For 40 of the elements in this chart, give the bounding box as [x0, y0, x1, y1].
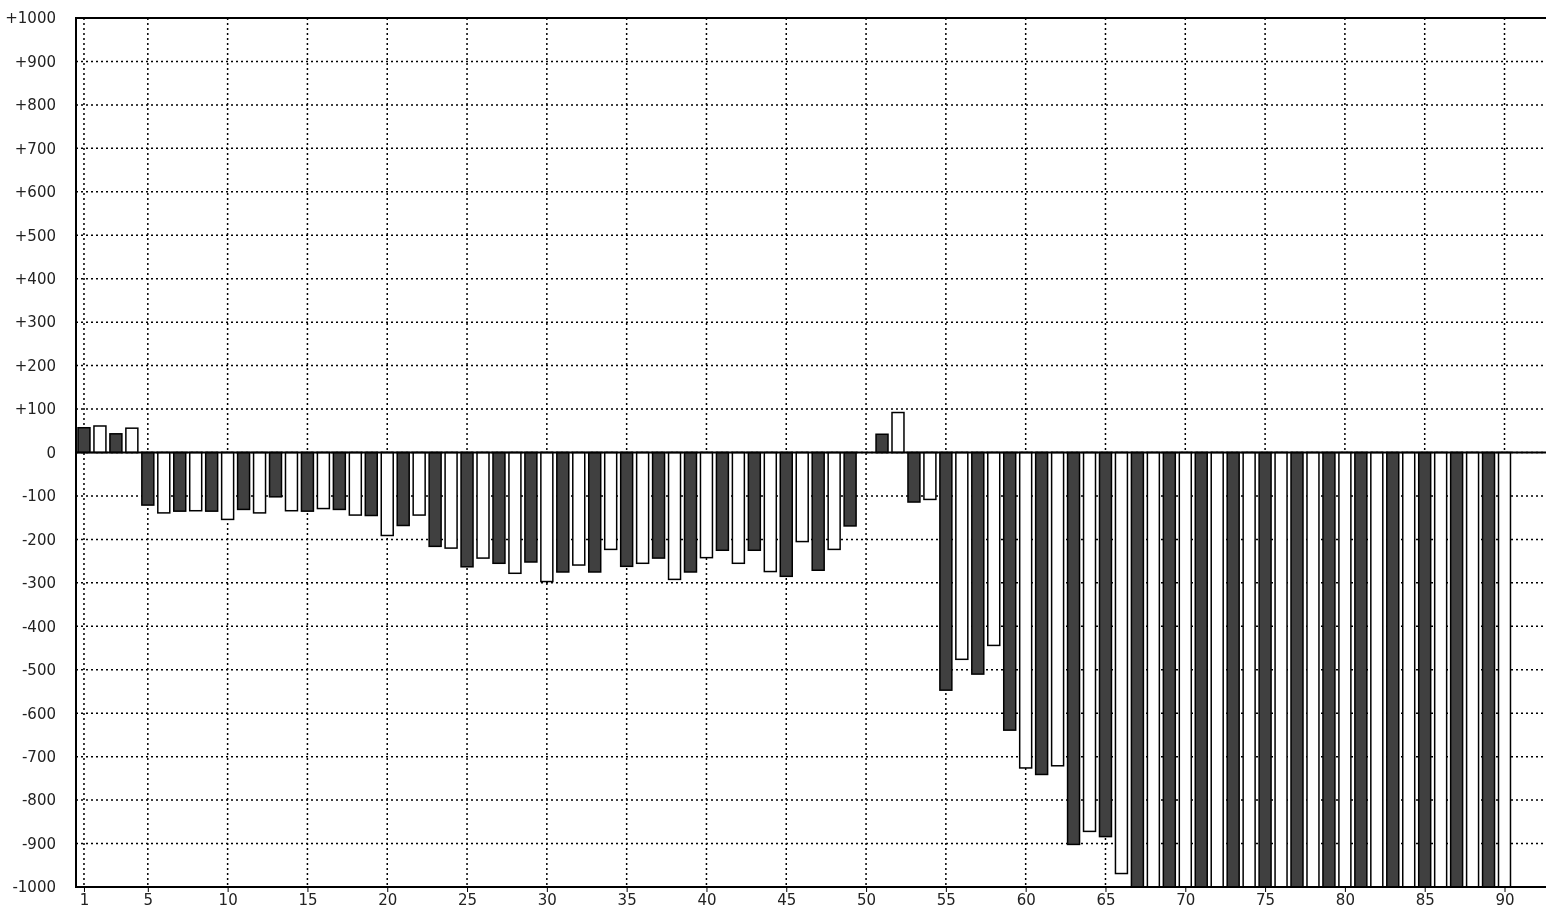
y-tick-label: -400: [21, 617, 56, 636]
y-tick-label: +200: [14, 356, 56, 375]
x-tick-label: 40: [697, 890, 717, 909]
y-tick-label: +700: [14, 139, 56, 158]
x-tick-label: 60: [1016, 890, 1036, 909]
x-tick-label: 20: [378, 890, 398, 909]
x-tick-label: 75: [1256, 890, 1276, 909]
y-tick-label: -600: [21, 704, 56, 723]
x-tick-label: 50: [857, 890, 877, 909]
y-tick-label: -800: [21, 791, 56, 810]
y-tick-label: -500: [21, 661, 56, 680]
y-tick-label: -300: [21, 574, 56, 593]
y-tick-label: -900: [21, 834, 56, 853]
x-tick-label: 85: [1415, 890, 1435, 909]
x-tick-label: 15: [298, 890, 318, 909]
y-tick-label: -700: [21, 747, 56, 766]
x-tick-label: 70: [1176, 890, 1196, 909]
x-tick-label: 10: [218, 890, 238, 909]
x-tick-label: 90: [1495, 890, 1515, 909]
x-tick-label: 5: [143, 890, 154, 909]
y-tick-label: +1000: [5, 9, 56, 28]
x-tick-label: 45: [777, 890, 797, 909]
y-tick-label: -1000: [12, 878, 56, 897]
y-tick-label: +900: [14, 52, 56, 71]
y-tick-label: +800: [14, 96, 56, 115]
y-tick-label: -200: [21, 530, 56, 549]
x-tick-label: 25: [458, 890, 478, 909]
y-tick-label: +300: [14, 313, 56, 332]
y-tick-label: +400: [14, 270, 56, 288]
x-tick-label: 65: [1096, 890, 1116, 909]
y-tick-label: +600: [14, 183, 56, 202]
y-tick-label: 0: [46, 443, 56, 462]
y-tick-label: +100: [14, 400, 56, 419]
x-tick-label: 1: [79, 890, 90, 909]
y-tick-label: +500: [14, 226, 56, 245]
x-tick-label: 80: [1335, 890, 1355, 909]
y-tick-label: -100: [21, 487, 56, 506]
x-tick-label: 35: [617, 890, 637, 909]
x-tick-label: 30: [537, 890, 557, 909]
x-tick-label: 55: [936, 890, 956, 909]
